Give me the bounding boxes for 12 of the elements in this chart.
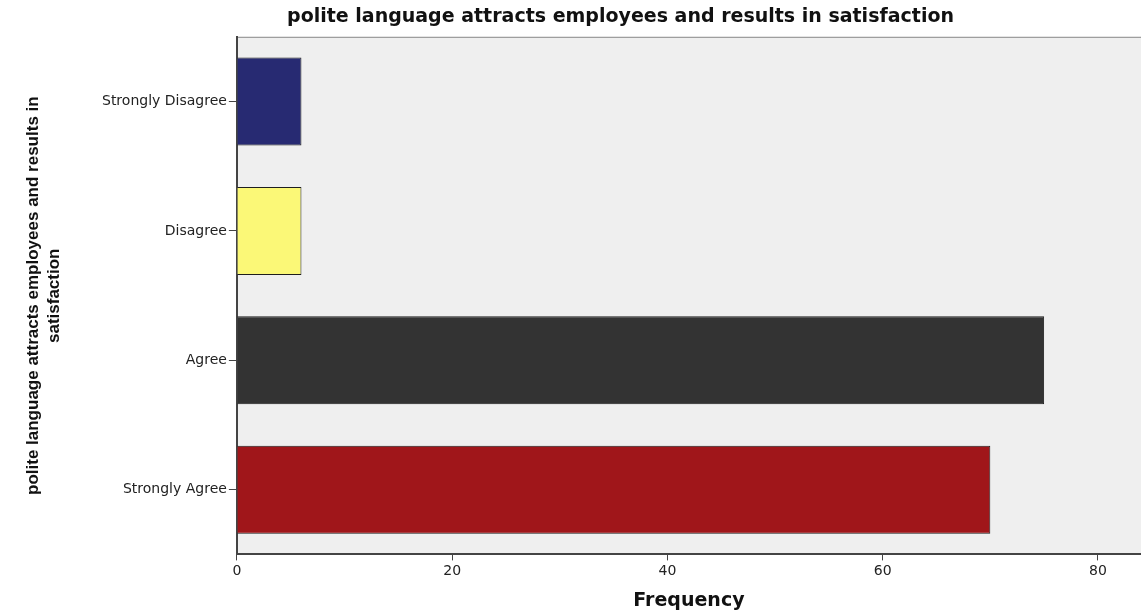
- y-tick-label: Strongly Disagree: [101, 92, 227, 109]
- y-tick-label: Disagree: [164, 221, 227, 238]
- x-tick-label: 40: [658, 562, 677, 579]
- x-tick-label: 80: [1089, 562, 1107, 579]
- x-tick-label: 20: [443, 562, 462, 579]
- y-tick-label: Agree: [185, 350, 227, 367]
- y-axis-title: polite language attracts employees and results in satisfaction: [22, 95, 64, 498]
- x-axis-title: Frequency: [633, 587, 746, 610]
- x-tick-label: 60: [873, 562, 892, 579]
- x-tick-label: 0: [232, 562, 242, 579]
- chart-title: polite language attracts employees and results in satisfaction: [287, 4, 954, 27]
- y-tick-label: Strongly Agree: [122, 480, 227, 497]
